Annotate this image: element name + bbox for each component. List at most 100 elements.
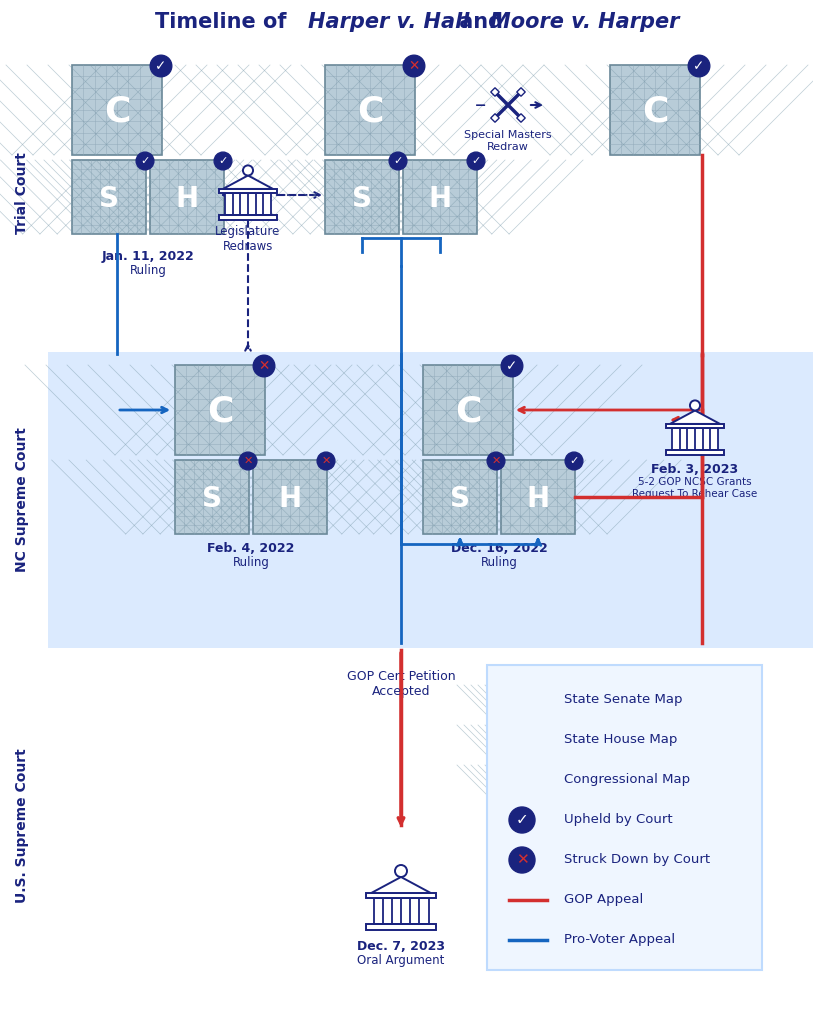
Polygon shape — [223, 175, 273, 188]
Text: U.S. Supreme Court: U.S. Supreme Court — [15, 749, 29, 903]
Text: S: S — [450, 485, 470, 513]
Bar — [373, 898, 428, 924]
Text: S: S — [202, 485, 222, 513]
Text: GOP Appeal: GOP Appeal — [564, 894, 643, 906]
Bar — [325, 160, 399, 234]
Text: ✓: ✓ — [569, 456, 579, 466]
Text: C: C — [515, 772, 529, 792]
Bar — [423, 365, 513, 455]
Bar — [150, 160, 224, 234]
Circle shape — [317, 453, 335, 470]
Text: ✕: ✕ — [408, 59, 420, 73]
Text: Feb. 4, 2022: Feb. 4, 2022 — [207, 542, 294, 555]
Bar — [366, 893, 436, 898]
Polygon shape — [372, 877, 431, 893]
Text: ✕: ✕ — [321, 456, 331, 466]
Circle shape — [239, 453, 257, 470]
Bar — [666, 424, 724, 428]
Text: and: and — [452, 12, 511, 32]
Circle shape — [150, 55, 172, 77]
Text: Pro-Voter Appeal: Pro-Voter Appeal — [564, 934, 675, 946]
Bar — [507, 725, 537, 755]
Circle shape — [395, 865, 407, 877]
Circle shape — [690, 400, 700, 411]
Circle shape — [214, 153, 232, 170]
Text: H: H — [278, 485, 302, 513]
Text: Trial Court: Trial Court — [15, 152, 29, 233]
Text: C: C — [207, 395, 233, 429]
Text: ✓: ✓ — [219, 156, 228, 166]
Text: Ruling: Ruling — [129, 264, 167, 278]
Bar — [253, 460, 327, 534]
Text: ✓: ✓ — [141, 156, 150, 166]
Text: NC Supreme Court: NC Supreme Court — [15, 428, 29, 572]
Bar — [517, 114, 525, 122]
Circle shape — [403, 55, 425, 77]
Bar — [517, 88, 525, 96]
Text: ✕: ✕ — [243, 456, 253, 466]
Bar — [225, 194, 271, 215]
Bar — [487, 665, 762, 970]
Text: S: S — [99, 185, 119, 213]
Bar — [175, 460, 249, 534]
Circle shape — [389, 153, 406, 170]
Bar — [672, 428, 718, 450]
Text: C: C — [454, 395, 481, 429]
Text: Dec. 7, 2023: Dec. 7, 2023 — [357, 940, 445, 953]
Bar — [48, 662, 813, 990]
Bar — [491, 114, 499, 122]
Circle shape — [243, 166, 253, 175]
Text: Jan. 11, 2022: Jan. 11, 2022 — [102, 250, 194, 263]
Text: ✓: ✓ — [155, 59, 167, 73]
Text: Upheld by Court: Upheld by Court — [564, 813, 672, 826]
Text: H: H — [176, 185, 198, 213]
Text: S: S — [352, 185, 372, 213]
Circle shape — [501, 355, 523, 377]
Bar — [507, 765, 537, 795]
Bar — [366, 924, 436, 930]
Bar — [48, 48, 813, 338]
Text: Congressional Map: Congressional Map — [564, 773, 690, 786]
Text: –: – — [474, 95, 485, 115]
Text: Harper v. Hall: Harper v. Hall — [308, 12, 469, 32]
Bar — [48, 352, 813, 648]
Text: ✕: ✕ — [491, 456, 501, 466]
Circle shape — [565, 453, 583, 470]
Circle shape — [487, 453, 505, 470]
Circle shape — [688, 55, 710, 77]
Text: 5-2 GOP NCSC Grants
Request To Rehear Case: 5-2 GOP NCSC Grants Request To Rehear Ca… — [633, 477, 758, 499]
Bar — [175, 365, 265, 455]
Text: C: C — [104, 95, 130, 129]
Circle shape — [136, 153, 154, 170]
Text: Dec. 16, 2022: Dec. 16, 2022 — [450, 542, 547, 555]
Text: C: C — [357, 95, 383, 129]
Text: ✕: ✕ — [259, 359, 270, 373]
Text: ✓: ✓ — [693, 59, 705, 73]
Bar — [666, 450, 724, 455]
Text: S: S — [515, 692, 529, 712]
Text: ✓: ✓ — [393, 156, 402, 166]
Text: H: H — [514, 732, 530, 752]
Text: ✕: ✕ — [515, 853, 528, 867]
Text: Special Masters
Redraw: Special Masters Redraw — [464, 130, 552, 152]
Bar — [72, 160, 146, 234]
Bar — [219, 215, 277, 220]
Text: Ruling: Ruling — [480, 556, 517, 569]
Bar — [501, 460, 575, 534]
Text: C: C — [641, 95, 668, 129]
Bar — [403, 160, 477, 234]
Text: H: H — [428, 185, 451, 213]
Text: ✓: ✓ — [472, 156, 480, 166]
Text: Ruling: Ruling — [233, 556, 269, 569]
Circle shape — [253, 355, 275, 377]
Text: Legislature
Redraws: Legislature Redraws — [215, 225, 280, 253]
Circle shape — [509, 847, 535, 873]
Text: ✓: ✓ — [506, 359, 518, 373]
Text: H: H — [527, 485, 550, 513]
Bar — [610, 65, 700, 155]
Text: GOP Cert Petition
Accepted: GOP Cert Petition Accepted — [346, 670, 455, 698]
Circle shape — [467, 153, 485, 170]
Text: Timeline of: Timeline of — [155, 12, 293, 32]
Text: Struck Down by Court: Struck Down by Court — [564, 853, 710, 866]
Text: State Senate Map: State Senate Map — [564, 693, 682, 707]
